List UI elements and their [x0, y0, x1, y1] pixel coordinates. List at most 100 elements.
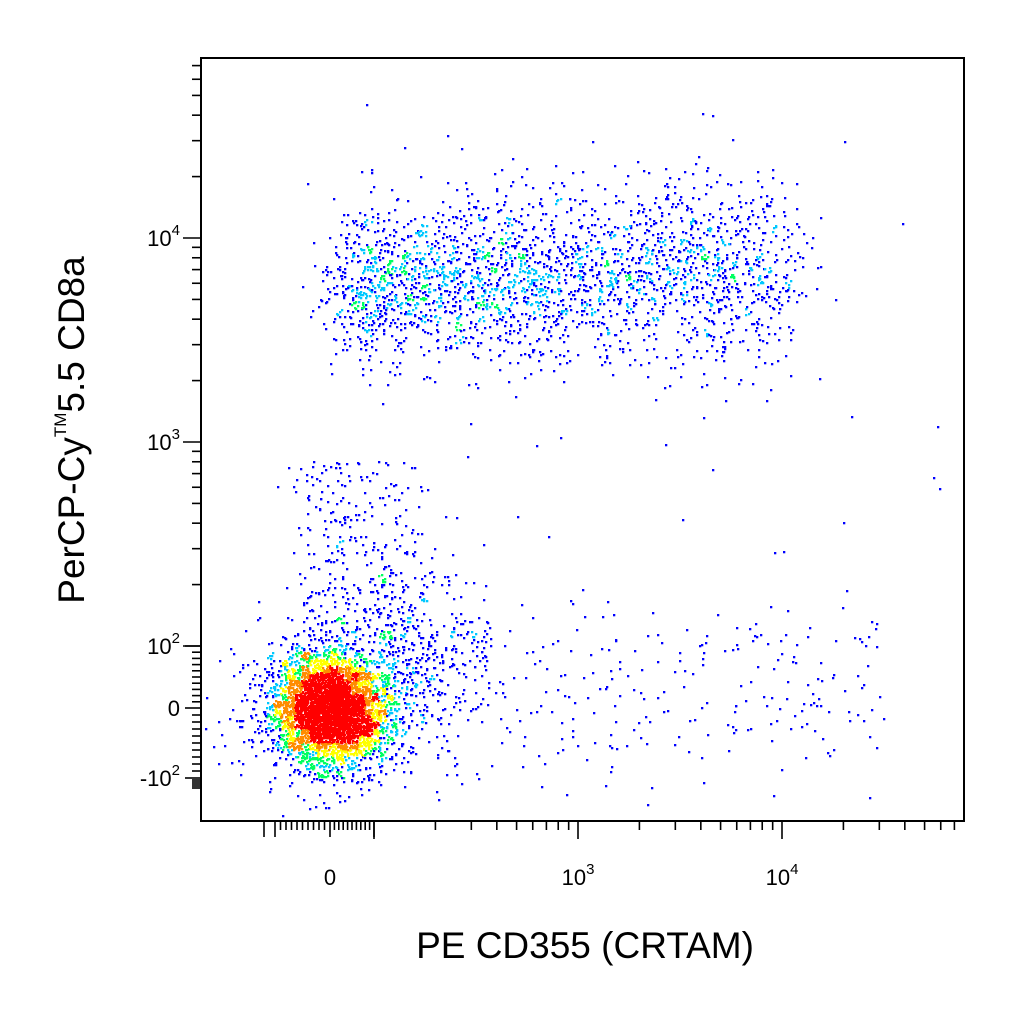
data-point — [365, 710, 368, 713]
data-point — [391, 737, 394, 740]
data-point — [363, 713, 366, 716]
data-point — [364, 680, 367, 683]
data-point — [342, 662, 345, 665]
data-point — [371, 685, 374, 688]
data-point — [401, 745, 404, 748]
data-point — [323, 669, 326, 672]
data-point — [272, 718, 275, 721]
data-point — [395, 718, 398, 721]
data-point — [308, 768, 311, 771]
data-point — [441, 656, 444, 659]
data-point — [353, 702, 356, 705]
data-point — [347, 677, 350, 680]
data-point — [243, 741, 246, 744]
data-point — [314, 773, 317, 776]
data-point — [318, 690, 321, 693]
data-point — [368, 697, 371, 700]
data-point — [295, 726, 298, 729]
data-point — [499, 681, 502, 684]
data-point — [334, 649, 337, 652]
data-point — [401, 687, 404, 690]
data-point — [420, 714, 423, 717]
data-point — [306, 753, 309, 756]
data-point — [343, 657, 346, 660]
data-point — [297, 714, 300, 717]
data-point — [321, 694, 324, 697]
data-point — [359, 695, 362, 698]
data-point — [333, 722, 336, 725]
data-point — [236, 720, 239, 723]
data-point — [358, 690, 361, 693]
data-point — [319, 705, 322, 708]
data-point — [348, 659, 351, 662]
data-point — [213, 746, 216, 749]
data-point — [343, 732, 346, 735]
data-point — [292, 696, 295, 699]
data-point — [322, 660, 325, 663]
data-point — [274, 688, 277, 691]
data-point — [322, 741, 325, 744]
data-point — [328, 680, 331, 683]
data-point — [332, 658, 335, 661]
data-point — [291, 619, 294, 622]
data-point — [385, 644, 388, 647]
data-point — [337, 676, 340, 679]
data-point — [354, 714, 357, 717]
data-point — [381, 630, 384, 633]
data-point — [379, 701, 382, 704]
data-point — [314, 650, 317, 653]
data-point — [311, 732, 314, 735]
data-point — [356, 705, 359, 708]
data-point — [340, 668, 343, 671]
data-point — [398, 748, 401, 751]
data-point — [350, 753, 353, 756]
data-point — [313, 654, 316, 657]
data-point — [461, 783, 464, 786]
data-point — [309, 674, 312, 677]
data-point — [418, 737, 421, 740]
data-point — [330, 656, 333, 659]
data-point — [233, 675, 236, 678]
data-point — [274, 714, 277, 717]
data-point — [312, 738, 315, 741]
data-point — [341, 766, 344, 769]
data-point — [289, 677, 292, 680]
data-point — [270, 730, 273, 733]
data-point — [304, 652, 307, 655]
data-point — [307, 665, 310, 668]
data-point — [373, 774, 376, 777]
data-point — [287, 726, 290, 729]
data-point — [328, 749, 331, 752]
data-point — [309, 662, 312, 665]
data-point — [277, 674, 280, 677]
data-point — [312, 736, 315, 739]
data-point — [356, 661, 359, 664]
data-point — [319, 779, 322, 782]
data-point — [354, 640, 357, 643]
data-point — [328, 766, 331, 769]
data-point — [386, 688, 389, 691]
data-point — [377, 705, 380, 708]
data-point — [293, 737, 296, 740]
data-point — [384, 678, 387, 681]
data-point — [368, 713, 371, 716]
data-point — [332, 741, 335, 744]
data-point — [341, 685, 344, 688]
data-point — [404, 733, 407, 736]
data-point — [352, 710, 355, 713]
data-point — [287, 716, 290, 719]
data-point — [334, 730, 337, 733]
data-point — [347, 764, 350, 767]
data-point — [402, 743, 405, 746]
data-point — [320, 669, 323, 672]
data-point — [311, 657, 314, 660]
data-point — [337, 691, 340, 694]
data-point — [300, 713, 303, 716]
data-point — [317, 751, 320, 754]
data-point — [388, 663, 391, 666]
data-point — [336, 684, 339, 687]
data-point — [301, 760, 304, 763]
data-point — [341, 732, 344, 735]
data-point — [291, 691, 294, 694]
data-point — [334, 671, 337, 674]
